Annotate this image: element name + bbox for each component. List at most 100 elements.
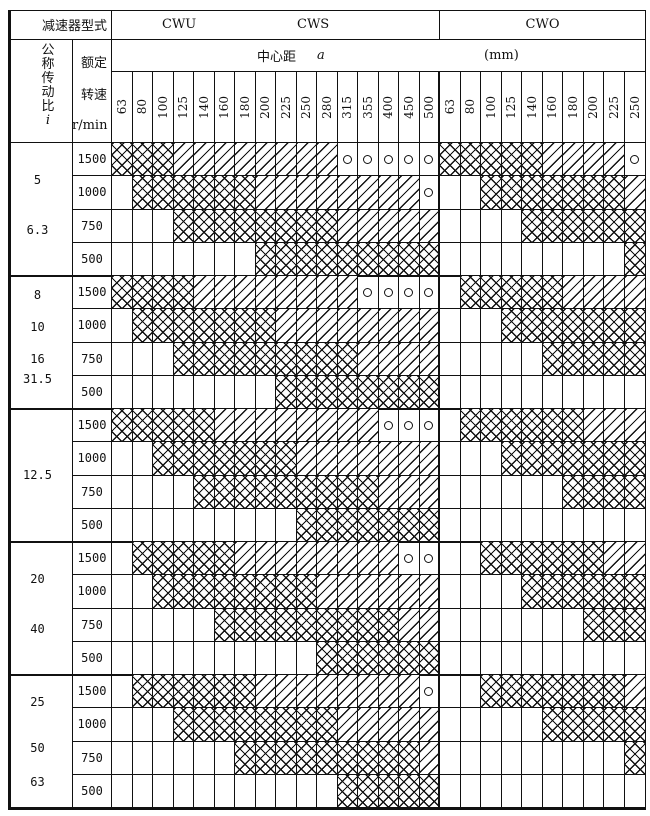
cell-crosshatch (153, 442, 174, 476)
cell-crosshatch (399, 774, 420, 808)
cell-hatch (399, 475, 420, 509)
cell-crosshatch (317, 608, 338, 642)
cell-crosshatch (522, 409, 543, 443)
cell-hatch (235, 276, 256, 310)
cell-crosshatch (501, 542, 522, 576)
cell-crosshatch (624, 741, 646, 775)
cell-crosshatch (153, 143, 174, 177)
cell-crosshatch (337, 641, 358, 675)
cell-crosshatch (481, 542, 502, 576)
cwu-label: CWU (162, 17, 197, 32)
cell-crosshatch (563, 176, 584, 210)
cell-blank (112, 176, 133, 210)
cell-hatch (419, 475, 440, 509)
cell-crosshatch (604, 176, 625, 210)
cell-hatch (358, 542, 379, 576)
cell-crosshatch (153, 575, 174, 609)
cell-blank (460, 774, 481, 808)
column-header-cwo-63: 63 (440, 72, 461, 143)
cell-crosshatch (378, 641, 399, 675)
cell-blank (440, 276, 461, 310)
cell-hatch (419, 342, 440, 376)
cell-crosshatch (583, 542, 604, 576)
cell-crosshatch (317, 641, 338, 675)
cell-crosshatch (194, 309, 215, 343)
cell-hatch (276, 176, 297, 210)
cell-hatch (276, 309, 297, 343)
cell-blank (481, 209, 502, 243)
cell-crosshatch (624, 342, 646, 376)
cell-blank (173, 741, 194, 775)
cell-crosshatch (583, 608, 604, 642)
cell-blank (563, 608, 584, 642)
cell-crosshatch (378, 774, 399, 808)
speed-header: 额定 转速 r/min (72, 40, 112, 143)
cell-crosshatch (563, 675, 584, 709)
ratio-group: 25 50 63 (11, 675, 73, 808)
cell-crosshatch (337, 608, 358, 642)
cell-crosshatch (419, 508, 440, 542)
cell-crosshatch (419, 375, 440, 409)
cell-crosshatch (604, 575, 625, 609)
cell-crosshatch (624, 708, 646, 742)
cell-blank (481, 575, 502, 609)
cell-blank (214, 375, 235, 409)
cell-hatch (255, 143, 276, 177)
cell-hatch (378, 176, 399, 210)
cell-crosshatch (604, 442, 625, 476)
cell-circle (337, 143, 358, 177)
column-header-cws-500: 500 (419, 72, 440, 143)
cell-blank (132, 442, 153, 476)
cell-blank (255, 508, 276, 542)
circle-icon (424, 686, 434, 696)
cws-label: CWS (297, 17, 330, 32)
cell-crosshatch (337, 342, 358, 376)
cell-crosshatch (255, 708, 276, 742)
cell-blank (112, 608, 133, 642)
cell-crosshatch (112, 276, 133, 310)
cell-blank (132, 342, 153, 376)
cell-blank (214, 508, 235, 542)
cell-blank (563, 508, 584, 542)
cell-blank (460, 375, 481, 409)
cell-hatch (624, 675, 646, 709)
cell-blank (501, 774, 522, 808)
cell-blank (132, 508, 153, 542)
circle-icon (342, 154, 352, 164)
cell-crosshatch (522, 575, 543, 609)
ratio-value: 12.5 (23, 467, 52, 482)
ratio-value: 40 (30, 622, 45, 636)
cell-crosshatch (604, 675, 625, 709)
cell-hatch (276, 143, 297, 177)
cell-blank (583, 242, 604, 276)
unit-label: (mm) (484, 48, 519, 63)
cell-crosshatch (317, 708, 338, 742)
cell-crosshatch (276, 741, 297, 775)
cell-blank (460, 475, 481, 509)
cell-crosshatch (276, 442, 297, 476)
cell-blank (583, 774, 604, 808)
circle-icon (383, 420, 393, 430)
column-header-cws-125: 125 (173, 72, 194, 143)
speed-value: 750 (73, 475, 112, 509)
cell-crosshatch (153, 675, 174, 709)
cell-blank (563, 641, 584, 675)
cell-blank (542, 741, 563, 775)
cell-hatch (399, 575, 420, 609)
cell-crosshatch (153, 409, 174, 443)
column-header-cws-450: 450 (399, 72, 420, 143)
cell-blank (276, 774, 297, 808)
cell-hatch (419, 575, 440, 609)
cell-blank (214, 774, 235, 808)
circle-icon (424, 553, 434, 563)
cell-blank (624, 375, 646, 409)
circle-icon (363, 154, 373, 164)
speed-value: 750 (73, 741, 112, 775)
cell-blank (460, 708, 481, 742)
cell-blank (153, 708, 174, 742)
cell-hatch (624, 409, 646, 443)
cell-blank (481, 641, 502, 675)
speed-label-2: 转速 (81, 88, 108, 103)
cell-crosshatch (419, 242, 440, 276)
cell-crosshatch (501, 309, 522, 343)
